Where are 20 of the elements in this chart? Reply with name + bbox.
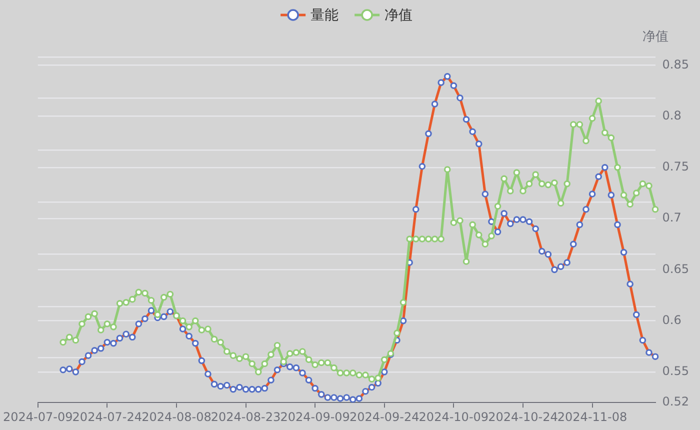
y-tick-label: 0.52 [662,394,689,409]
y-tick-label: 0.55 [662,364,689,378]
y-tick-label: 0.8 [662,108,682,122]
x-tick-label: 2024-11-08 [557,410,628,424]
y-tick-label: 0.7 [662,210,682,225]
x-tick-label: 2024-08-08 [142,410,212,424]
x-tick-label: 2024-08-23 [210,410,281,424]
legend-label: 净值 [384,8,413,24]
y-tick-label: 0.65 [662,262,689,276]
x-tick-label: 2024-10-09 [418,410,489,424]
x-tick-label: 2024-09-09 [280,410,350,424]
y-tick-label: 0.85 [662,57,689,72]
x-tick-label: 2024-07-24 [72,410,142,424]
y-tick-label: 0.6 [662,312,682,327]
x-tick-label: 2024-07-09 [2,410,73,424]
legend-label: 量能 [310,8,339,24]
x-tick-label: 2024-09-24 [350,410,420,424]
y-tick-label: 0.75 [662,160,689,174]
y-axis-title: 净值 [642,29,668,44]
x-tick-label: 2024-10-24 [488,410,558,424]
